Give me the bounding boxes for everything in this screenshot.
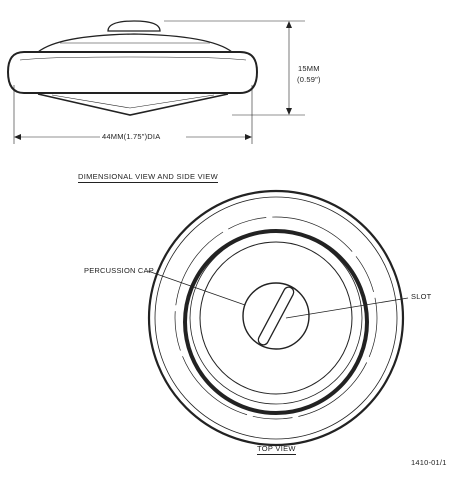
outer-rim-inner bbox=[154, 196, 398, 440]
height-in-label: (0.59") bbox=[297, 75, 321, 84]
side-view-caption-text: DIMENSIONAL VIEW AND SIDE VIEW bbox=[78, 172, 218, 183]
side-view bbox=[6, 20, 305, 144]
thick-band bbox=[183, 229, 369, 415]
outer-rim bbox=[147, 189, 405, 447]
figure-id: 1410-01/1 bbox=[411, 458, 447, 467]
top-knob bbox=[107, 20, 161, 32]
slot-leader bbox=[285, 297, 409, 319]
top-view-caption-text: TOP VIEW bbox=[257, 444, 296, 455]
percussion-cap-label: PERCUSSION CAP bbox=[84, 266, 154, 275]
percussion-cap-disc bbox=[242, 282, 310, 350]
percussion-cap-leader bbox=[147, 270, 246, 306]
slot bbox=[257, 286, 295, 346]
side-view-caption: DIMENSIONAL VIEW AND SIDE VIEW bbox=[78, 172, 218, 183]
top-view bbox=[147, 189, 409, 447]
dome-cap bbox=[37, 33, 233, 53]
diameter-label: 44MM(1.75")DIA bbox=[102, 132, 161, 141]
side-body bbox=[6, 51, 259, 94]
height-mm-label: 15MM bbox=[298, 64, 320, 73]
bottom-cone bbox=[37, 93, 229, 116]
slot-label: SLOT bbox=[411, 292, 432, 301]
top-view-caption: TOP VIEW bbox=[257, 444, 296, 455]
